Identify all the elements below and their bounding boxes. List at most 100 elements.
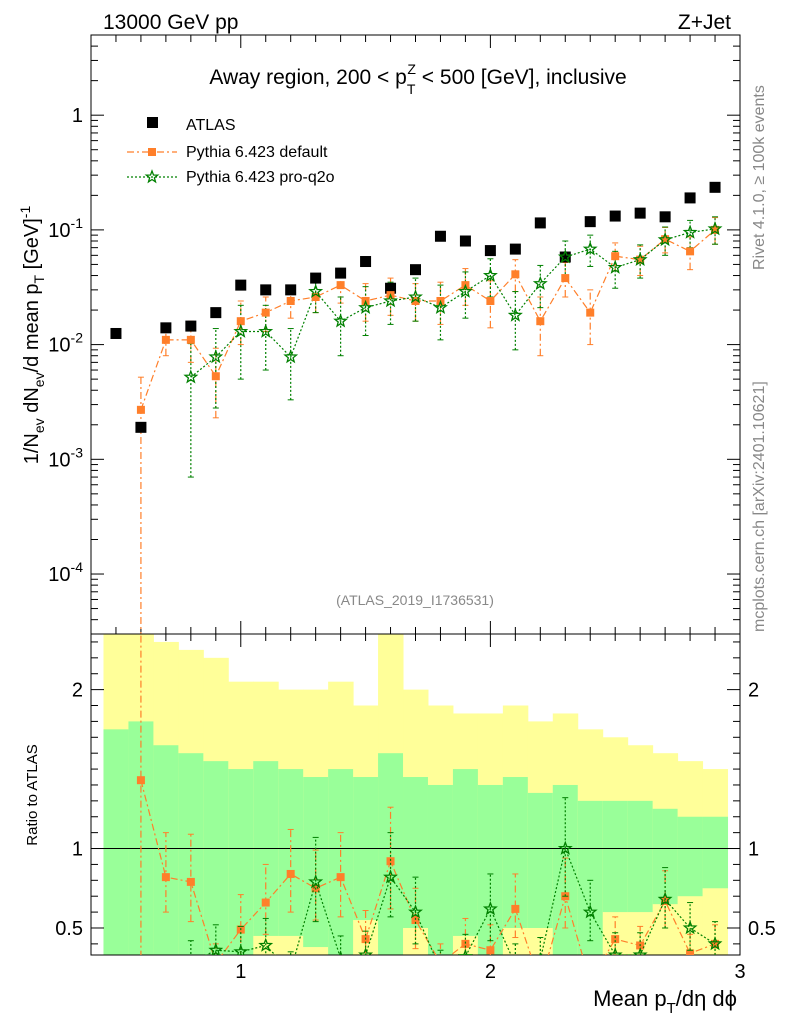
data-point-proq2o <box>358 299 374 314</box>
ratio-point-proq2o <box>308 873 324 889</box>
data-point-proq2o <box>408 289 423 304</box>
y-tick-label: 10-1 <box>48 215 83 242</box>
chart-title-suffix: < 500 [GeV], inclusive <box>416 66 627 89</box>
data-point-atlas <box>559 251 571 263</box>
data-point-atlas <box>110 327 122 339</box>
data-point-proq2o <box>383 293 398 308</box>
data-point-atlas <box>160 322 172 334</box>
x-axis-label: Mean pT/dη dϕ <box>593 986 737 1017</box>
data-point-default <box>136 405 145 414</box>
x-axis-label-sub: T <box>667 1000 676 1017</box>
data-point-atlas <box>260 284 272 296</box>
ratio-point-proq2o <box>632 947 648 955</box>
ratio-point-default <box>486 946 495 955</box>
data-point-proq2o <box>632 251 648 266</box>
data-point-atlas <box>534 217 546 229</box>
y-axis-label-c: /d mean p <box>21 283 43 372</box>
ratio-point-default <box>136 776 145 785</box>
data-point-default <box>236 317 245 326</box>
data-point-proq2o <box>183 369 199 384</box>
ratio-band-green <box>328 769 354 955</box>
ratio-point-default <box>461 939 470 948</box>
data-point-atlas <box>659 211 671 223</box>
data-point-proq2o <box>582 241 598 256</box>
chart-title-sub: T <box>407 81 416 97</box>
data-point-atlas <box>285 284 297 296</box>
ratio-band-green <box>452 769 479 936</box>
data-point-default <box>611 252 620 261</box>
legend-label-default: Pythia 6.423 default <box>186 144 328 161</box>
ratio-y-tick-label-left: 1 <box>72 839 83 861</box>
ratio-panel: 1 2 30.5 0.51 12 2 <box>55 633 776 988</box>
main-data <box>110 181 723 634</box>
data-point-atlas <box>584 216 596 228</box>
data-point-proq2o <box>507 307 523 322</box>
data-point-default <box>686 247 695 256</box>
ratio-point-default <box>336 873 345 882</box>
ratio-band-green <box>627 800 654 913</box>
data-point-default <box>211 372 220 381</box>
chart-title-sup: Z <box>407 61 416 77</box>
y-axis-label-d: [GeV] <box>21 218 43 275</box>
ratio-data <box>136 634 723 988</box>
ratio-band-green <box>702 816 729 889</box>
data-point-proq2o <box>308 283 324 298</box>
data-point-default <box>286 296 295 305</box>
data-point-atlas <box>709 181 721 193</box>
ratio-point-proq2o <box>482 901 498 916</box>
data-point-atlas <box>310 272 322 284</box>
data-point-atlas <box>509 243 521 255</box>
x-tick-label: 3 <box>734 961 745 983</box>
ratio-point-default <box>411 916 420 925</box>
data-point-default <box>486 296 495 305</box>
data-point-proq2o <box>657 231 673 247</box>
series-line-proq2o <box>190 228 716 378</box>
series-line-default <box>140 229 716 411</box>
ratio-y-tick-label-right: 1 <box>748 839 759 861</box>
data-point-default <box>536 317 545 326</box>
x-axis-label-prefix: Mean p <box>593 986 666 1011</box>
data-point-atlas <box>185 320 197 332</box>
ratio-point-default <box>536 980 544 988</box>
ratio-point-proq2o <box>682 920 698 935</box>
data-point-atlas <box>335 267 347 279</box>
ratio-point-proq2o <box>607 947 623 955</box>
ratio-point-proq2o <box>457 948 473 955</box>
ratio-point-default <box>686 949 695 955</box>
data-point-atlas <box>210 307 222 319</box>
ratio-band-green <box>378 753 404 955</box>
ratio-point-proq2o <box>707 936 723 951</box>
y-axis-label-b: dN <box>21 387 43 418</box>
ratio-point-default <box>511 904 520 913</box>
legend-marker-default <box>148 148 156 156</box>
ratio-point-default <box>386 857 395 866</box>
data-point-atlas <box>459 235 471 247</box>
data-point-atlas <box>609 210 621 222</box>
ratio-y-tick-label-left: 2 <box>72 680 83 702</box>
chart-title-prefix: Away region, 200 < p <box>209 66 407 89</box>
ratio-point-proq2o <box>233 943 249 955</box>
ratio-y-tick-label-right: 0.5 <box>748 918 776 940</box>
y-axis-label-b-sub: ev <box>31 372 47 387</box>
data-point-default <box>711 225 720 234</box>
data-point-proq2o <box>482 267 498 282</box>
y-axis-label-a: 1/N <box>21 433 43 464</box>
ratio-point-proq2o <box>435 963 446 974</box>
data-point-atlas <box>410 264 421 276</box>
ratio-point-default <box>261 898 270 907</box>
ratio-band-green <box>203 761 229 955</box>
data-point-proq2o <box>433 299 448 314</box>
data-point-proq2o <box>607 259 623 274</box>
legend-marker-atlas <box>147 117 158 128</box>
chart-title: Away region, 200 < pTZ < 500 [GeV], incl… <box>209 61 626 97</box>
data-point-atlas <box>135 421 147 433</box>
data-point-proq2o <box>333 313 349 328</box>
data-point-atlas <box>360 256 372 268</box>
data-point-proq2o <box>557 249 573 264</box>
ratio-point-default <box>611 935 620 944</box>
y-tick-label: 1 <box>72 105 83 127</box>
ratio-frame <box>90 633 741 956</box>
x-axis-label-suffix: /dη dϕ <box>676 986 737 1011</box>
ratio-band-green <box>577 800 604 955</box>
